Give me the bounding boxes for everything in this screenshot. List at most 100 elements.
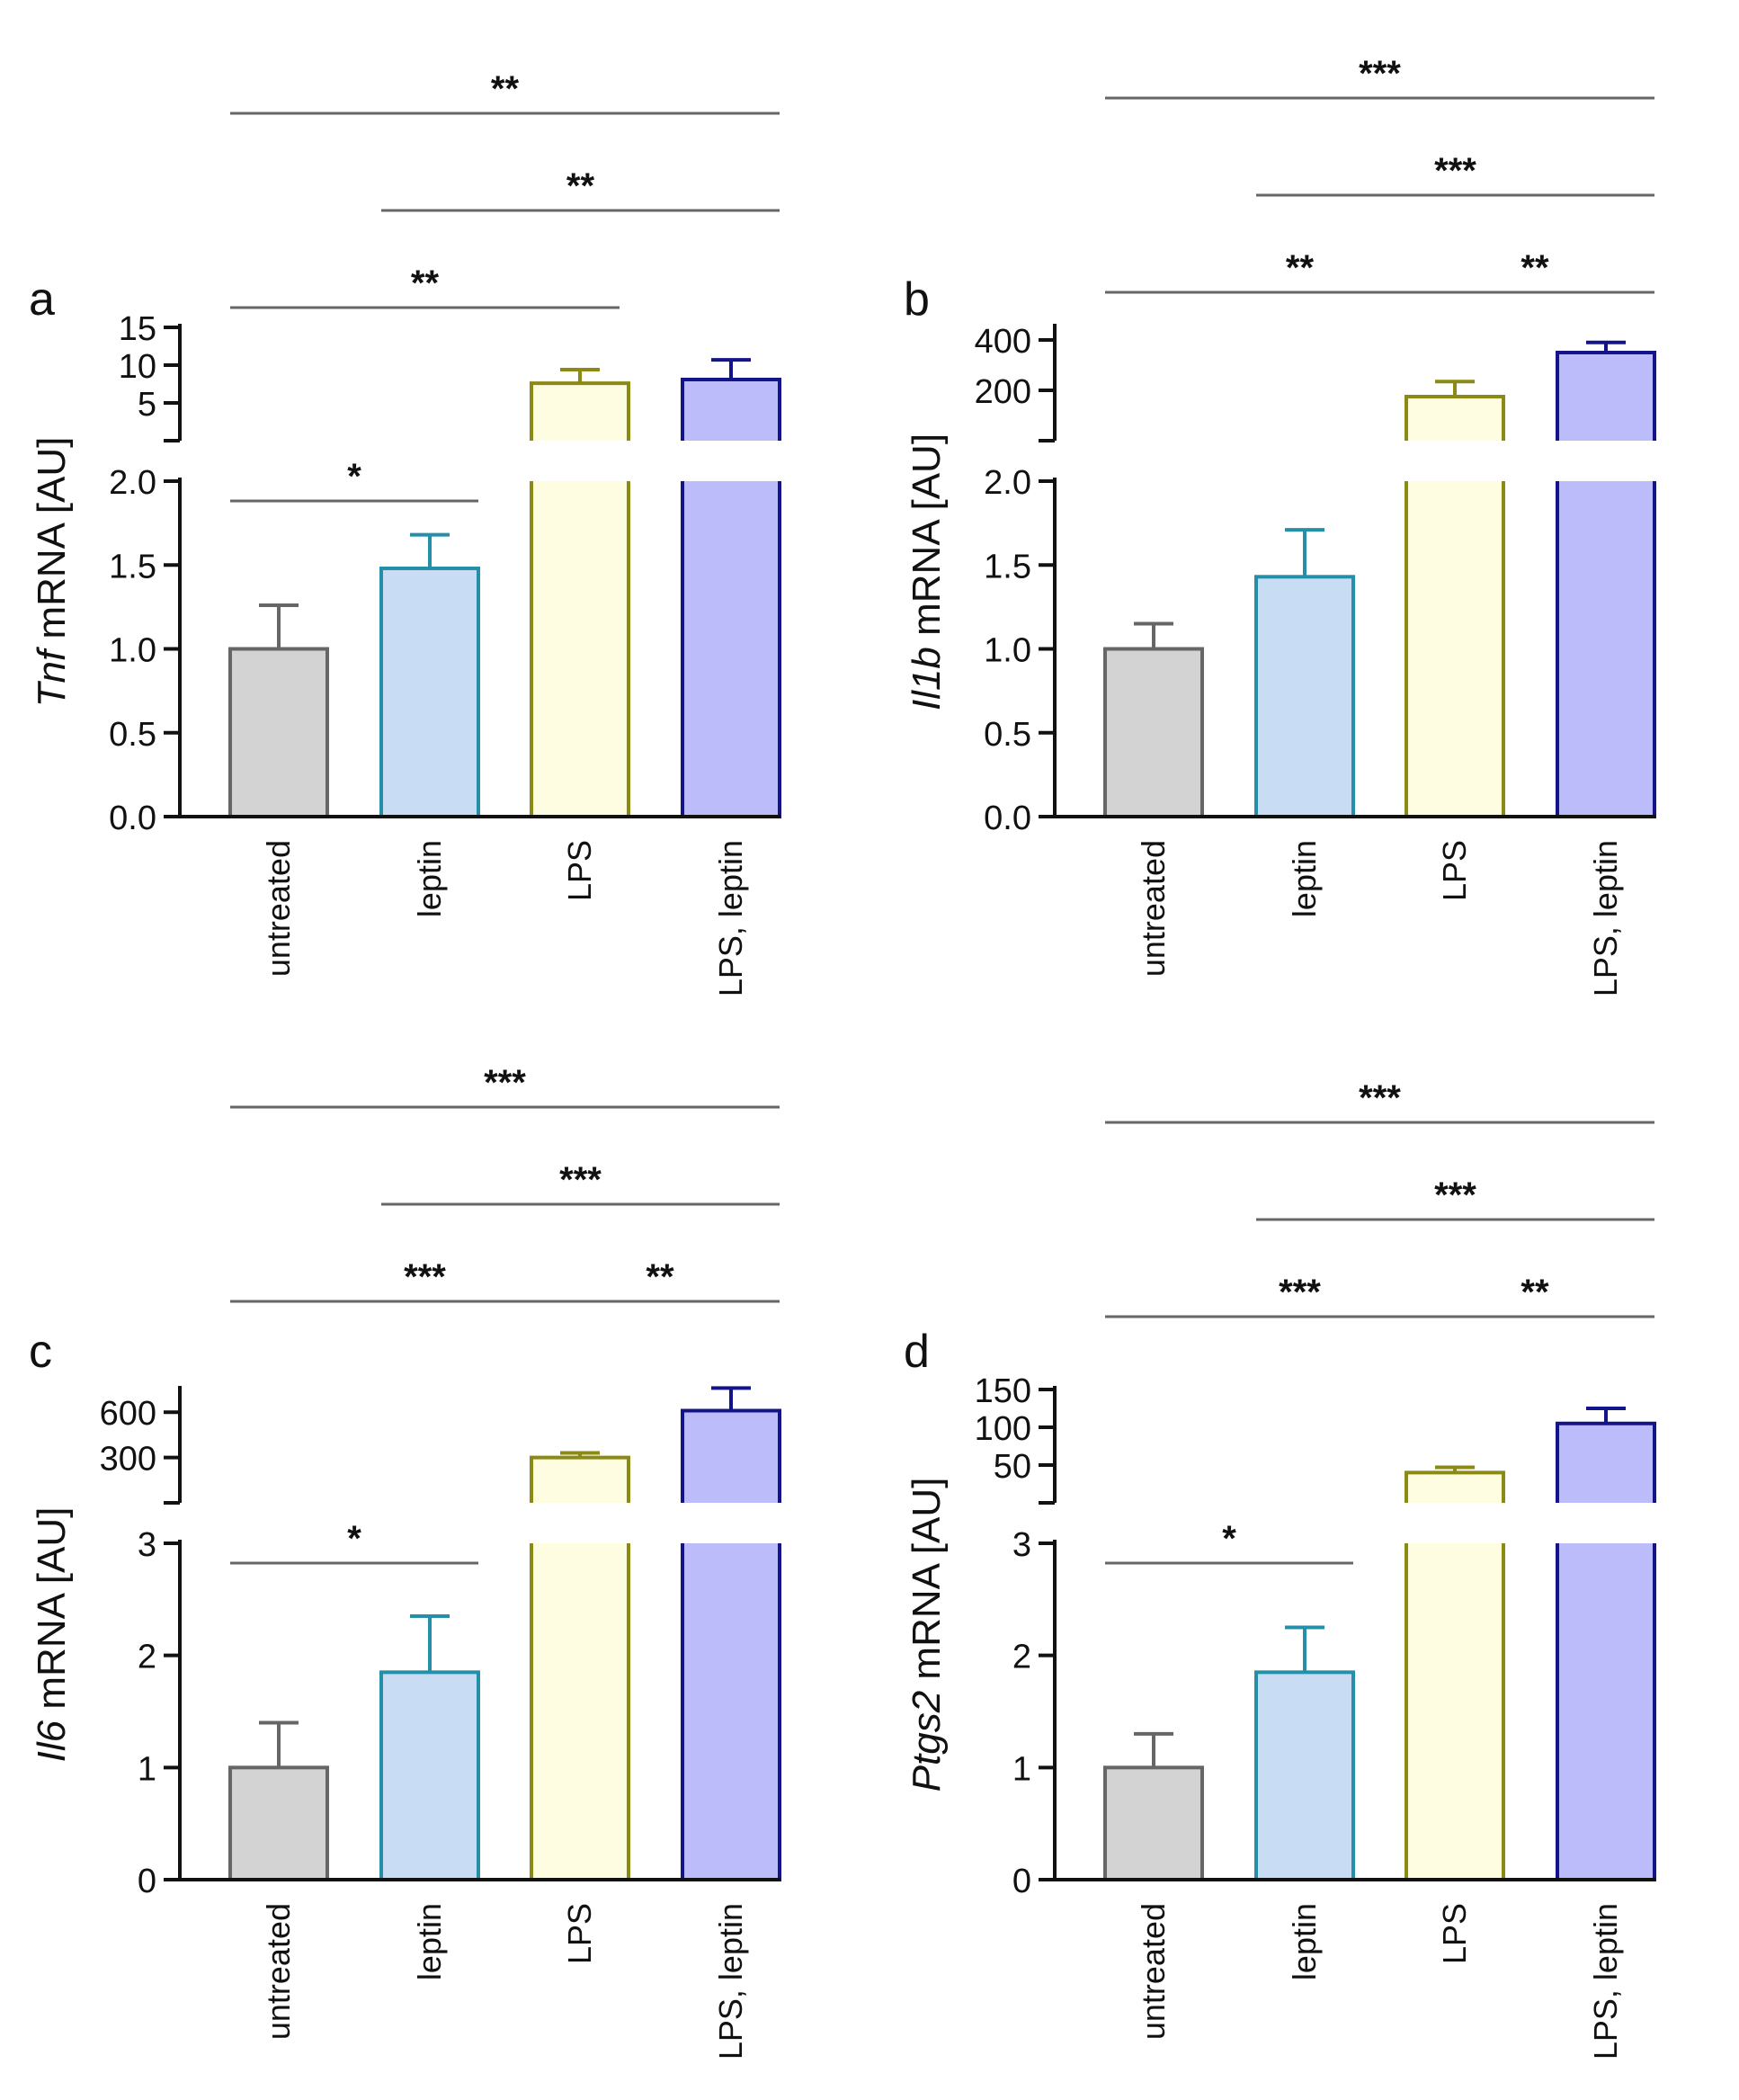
y-axis-gene: Il1b [905, 647, 949, 710]
bar [1103, 647, 1204, 818]
bar-upper-segment [1557, 353, 1654, 441]
bar-upper-segment [682, 1410, 780, 1503]
panel-c: c 0 1 2 3 300 600 untreated leptin LPS LPS, leptin… [29, 1063, 781, 2060]
significance-label: *** [1434, 1175, 1476, 1215]
bar-lower-segment [1406, 481, 1503, 817]
y-axis-title: Il6 mRNA [AU] [30, 1507, 74, 1763]
significance-label: ** [566, 166, 595, 206]
bar-upper-segment [1406, 397, 1503, 441]
x-tick-label: untreated [260, 840, 297, 977]
y-tick-label: 1.0 [984, 632, 1031, 670]
y-tick-label: 100 [975, 1410, 1031, 1448]
y-tick-label: 1.5 [109, 548, 156, 585]
bar-lower-segment [1557, 1543, 1654, 1880]
bar-upper-segment [1557, 1423, 1654, 1503]
y-tick-label: 1.0 [109, 632, 156, 670]
x-tick-label: LPS, leptin [712, 840, 749, 996]
y-tick-label: 0.0 [109, 800, 156, 837]
x-tick-label: LPS [1436, 840, 1473, 901]
significance-label: * [347, 457, 361, 496]
significance-label: ** [411, 264, 440, 303]
significance-label: *** [484, 1063, 526, 1103]
x-tick-label: leptin [1286, 840, 1323, 917]
significance-label: *** [1434, 151, 1476, 191]
y-tick-label: 400 [975, 323, 1031, 361]
y-tick-label: 3 [138, 1526, 156, 1564]
y-axis-gene: Il6 [30, 1720, 74, 1762]
y-tick-label: 1.5 [984, 548, 1031, 585]
y-tick-label: 1 [1012, 1750, 1031, 1788]
y-axis-unit: mRNA [AU] [905, 433, 949, 647]
significance-label: ** [1521, 1273, 1549, 1312]
significance-label: *** [1359, 54, 1401, 94]
y-tick-label: 0 [1012, 1863, 1031, 1900]
bar-lower-segment [682, 481, 780, 817]
significance-label: * [1222, 1519, 1236, 1559]
panel-label: d [904, 1326, 930, 1378]
x-tick-label: untreated [1135, 840, 1172, 977]
y-tick-label: 15 [119, 310, 156, 348]
y-tick-label: 2 [138, 1639, 156, 1676]
y-tick-label: 0.0 [984, 800, 1031, 837]
y-axis-unit: mRNA [AU] [905, 1478, 949, 1691]
y-tick-label: 2.0 [984, 464, 1031, 502]
significance-label: *** [404, 1257, 446, 1297]
bar-upper-segment [531, 383, 629, 441]
y-tick-label: 0 [138, 1863, 156, 1900]
y-tick-label: 5 [138, 386, 156, 424]
bar [228, 1765, 329, 1882]
y-tick-label: 2 [1012, 1639, 1031, 1676]
y-tick-label: 300 [100, 1441, 156, 1479]
bar-lower-segment [1406, 1543, 1503, 1880]
significance-label: * [347, 1519, 361, 1559]
significance-label: ** [491, 69, 520, 109]
bar-lower-segment [1557, 481, 1654, 817]
bar-lower-segment [531, 1543, 629, 1880]
x-tick-label: leptin [411, 1903, 448, 1980]
bar [379, 1670, 480, 1882]
bar-lower-segment [531, 481, 629, 817]
bar-upper-segment [531, 1457, 629, 1503]
bar [1103, 1765, 1204, 1882]
y-axis-title: Ptgs2 mRNA [AU] [905, 1478, 949, 1792]
y-tick-label: 2.0 [109, 464, 156, 502]
bar [1254, 575, 1355, 818]
x-tick-label: leptin [411, 840, 448, 917]
y-tick-label: 0.5 [109, 716, 156, 754]
y-axis-gene: Ptgs2 [905, 1691, 949, 1792]
y-tick-label: 50 [994, 1448, 1031, 1486]
x-tick-label: LPS [561, 840, 598, 901]
y-axis-unit: mRNA [AU] [30, 1507, 74, 1720]
bar-lower-segment [682, 1543, 780, 1880]
significance-label: *** [1279, 1273, 1321, 1312]
panel-label: c [29, 1326, 52, 1378]
x-tick-label: leptin [1286, 1903, 1323, 1980]
y-tick-label: 150 [975, 1372, 1031, 1410]
significance-label: ** [1521, 248, 1549, 288]
y-axis-gene: Tnf [30, 646, 74, 707]
bar-upper-segment [682, 379, 780, 441]
x-tick-label: untreated [1135, 1903, 1172, 2040]
y-tick-label: 3 [1012, 1526, 1031, 1564]
x-tick-label: LPS, leptin [1587, 1903, 1624, 2060]
significance-label: ** [1286, 248, 1315, 288]
y-axis-unit: mRNA [AU] [30, 437, 74, 650]
y-axis-title: Il1b mRNA [AU] [905, 433, 949, 710]
x-tick-label: untreated [260, 1903, 297, 2040]
y-tick-label: 600 [100, 1395, 156, 1433]
y-axis-title: Tnf mRNA [AU] [30, 437, 74, 708]
bar-upper-segment [1406, 1472, 1503, 1503]
y-tick-label: 1 [138, 1750, 156, 1788]
significance-label: *** [1359, 1078, 1401, 1118]
bar [228, 647, 329, 818]
significance-label: *** [559, 1160, 602, 1200]
y-tick-label: 200 [975, 373, 1031, 411]
panel-label: b [904, 273, 930, 326]
panel-b: b 0.0 0.5 1.0 1.5 2.0 200 400 untreated leptin LPS… [904, 54, 1656, 996]
x-tick-label: LPS, leptin [712, 1903, 749, 2060]
x-tick-label: LPS [561, 1903, 598, 1964]
significance-label: ** [646, 1257, 674, 1297]
